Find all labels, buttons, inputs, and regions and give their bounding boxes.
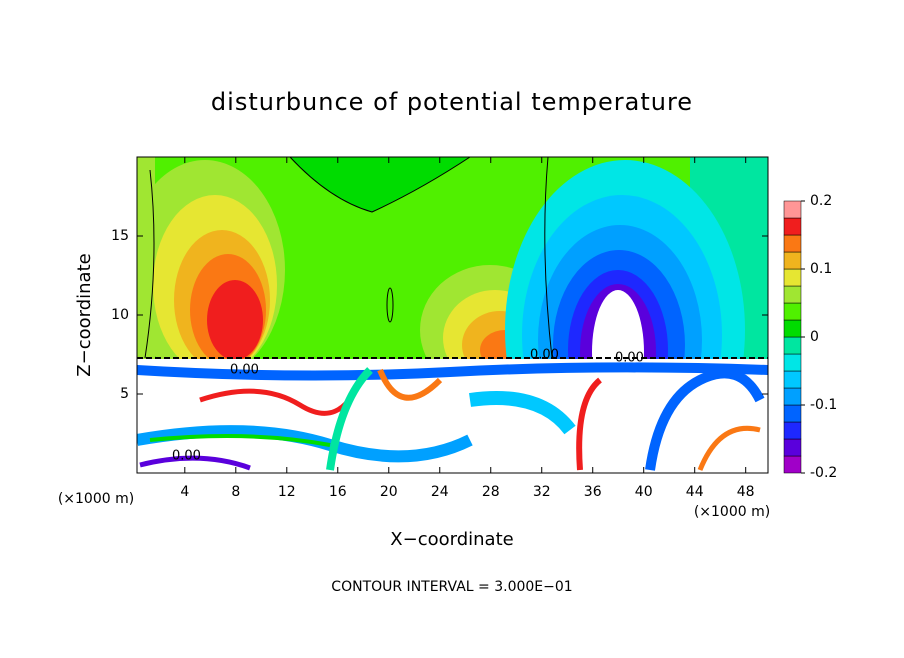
colorbar-box [783, 285, 802, 304]
colorbar-tick-label: -0.2 [810, 465, 837, 481]
contour-label: 0.00 [172, 449, 201, 464]
colorbar-box [783, 336, 802, 355]
colorbar-tick-label: 0.2 [810, 193, 832, 209]
x-axis-label: X−coordinate [390, 529, 513, 550]
contour-label: 0.00 [230, 363, 259, 378]
colorbar-box [783, 251, 802, 270]
colorbar-box [783, 234, 802, 253]
x-tick-label: 24 [431, 484, 449, 500]
chart-title: disturbunce of potential temperature [211, 88, 693, 116]
colorbar-tick-label: 0.1 [810, 261, 832, 277]
contour-label: 0.00 [615, 351, 644, 366]
x-tick-label: 12 [278, 484, 296, 500]
colorbar-box [783, 455, 802, 474]
y-tick-label: 5 [120, 386, 129, 402]
x-unit-right: (×1000 m) [694, 504, 770, 520]
colorbar-box [783, 387, 802, 406]
x-tick-label: 48 [737, 484, 755, 500]
x-tick-label: 4 [180, 484, 189, 500]
y-tick-label: 15 [111, 228, 129, 244]
colorbar-box [783, 268, 802, 287]
x-tick-label: 16 [329, 484, 347, 500]
colorbar-tick-label: -0.1 [810, 397, 837, 413]
contour-field [137, 157, 768, 473]
y-axis-label: Z−coordinate [74, 253, 95, 376]
colorbar-tick-label: 0 [810, 329, 819, 345]
x-tick-label: 44 [686, 484, 704, 500]
colorbar-box [783, 200, 802, 219]
colorbar-box [783, 302, 802, 321]
y-tick-label: 10 [111, 307, 129, 323]
colorbar-box [783, 319, 802, 338]
colorbar-box [783, 353, 802, 372]
x-tick-label: 36 [584, 484, 602, 500]
colorbar-box [783, 217, 802, 236]
x-tick-label: 8 [231, 484, 240, 500]
contour-label: 0.00 [530, 348, 559, 363]
x-tick-label: 28 [482, 484, 500, 500]
colorbar-box [783, 404, 802, 423]
x-tick-label: 20 [380, 484, 398, 500]
x-tick-label: 40 [635, 484, 653, 500]
colorbar-box [783, 370, 802, 389]
colorbar-box [783, 421, 802, 440]
x-tick-label: 32 [533, 484, 551, 500]
x-unit-left: (×1000 m) [58, 491, 134, 507]
colorbar-box [783, 438, 802, 457]
annotation: CONTOUR INTERVAL = 3.000E−01 [331, 579, 572, 595]
